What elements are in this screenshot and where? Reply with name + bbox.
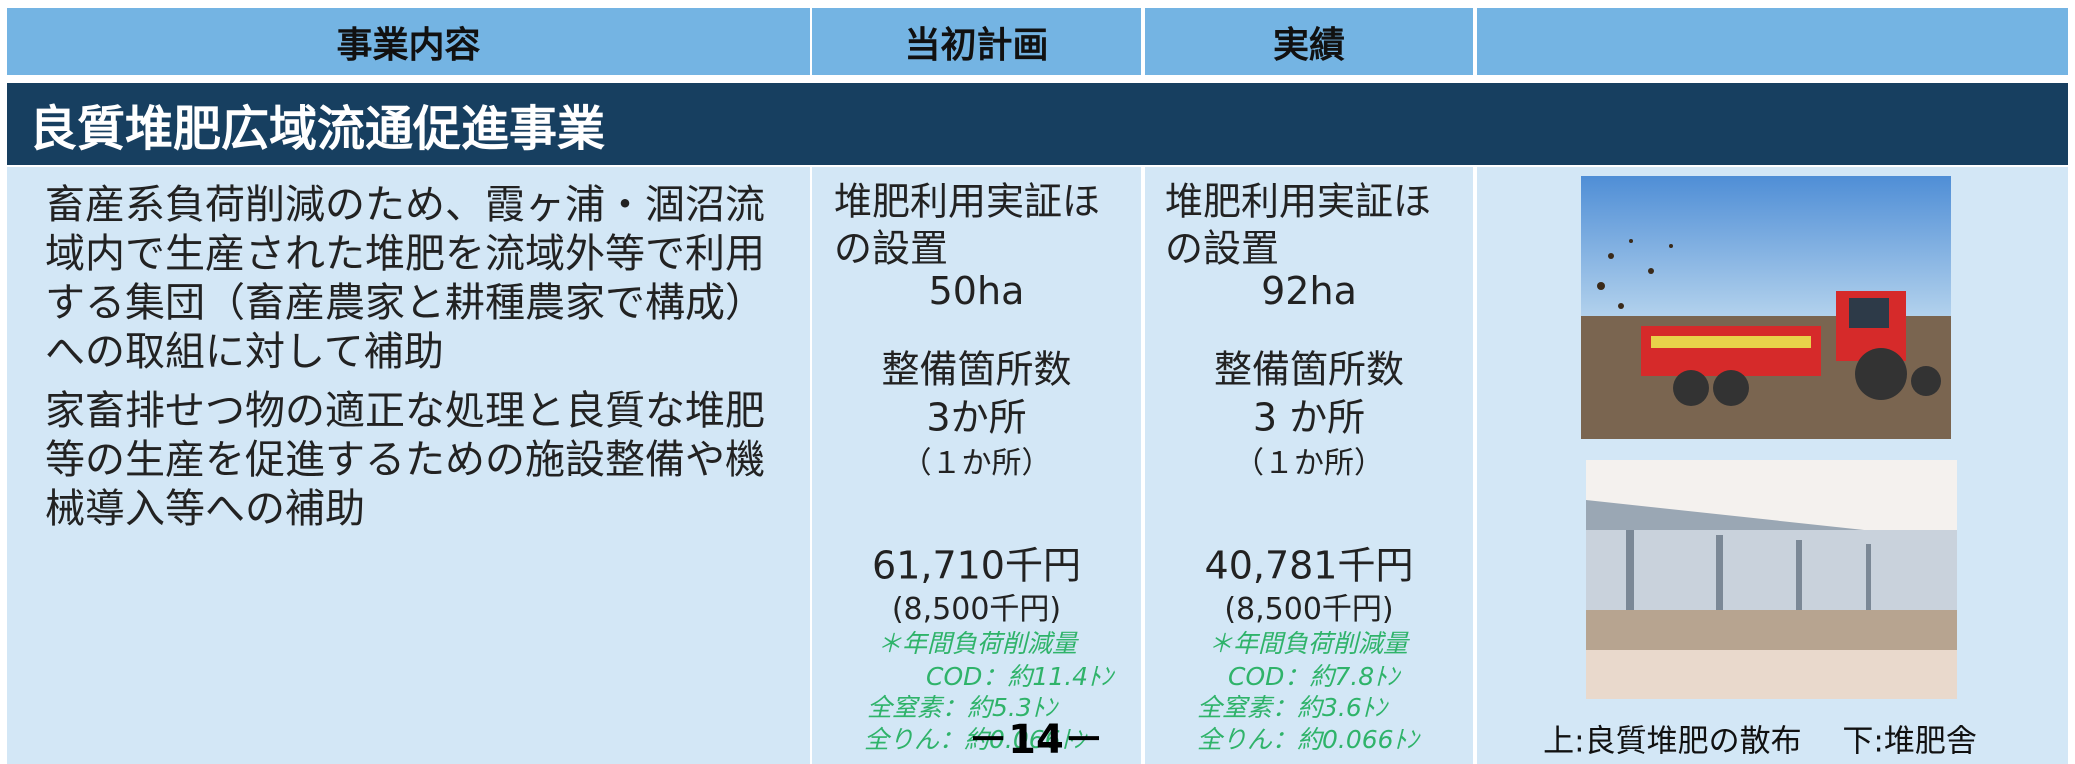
- text: 堆肥利用実証ほ: [834, 179, 1101, 224]
- text: COD：約7.8ﾄﾝ: [1228, 662, 1400, 691]
- text: の設置: [1165, 226, 1280, 271]
- text: 全りん：約0.066ﾄﾝ: [864, 725, 1086, 754]
- text: ＊年間負荷削減量: [1208, 629, 1409, 658]
- text: 全窒素：約3.6ﾄﾝ: [1197, 693, 1387, 722]
- paragraph: 家畜排せつ物の適正な処理と良質な堆肥等の生産を促進するための施設整備や機械導入等…: [45, 388, 765, 532]
- text: (8,500千円): [1224, 592, 1394, 627]
- header-cell: [1477, 8, 2068, 75]
- text: 3か所: [926, 395, 1027, 440]
- section-title: 良質堆肥広域流通促進事業: [7, 83, 2068, 165]
- text: （１か所）: [901, 446, 1052, 481]
- photo-shed: [1586, 460, 1957, 699]
- text: 3 か所: [1252, 395, 1366, 440]
- text: 92ha: [1261, 269, 1357, 313]
- text: 50ha: [928, 269, 1025, 313]
- plan-cell: 堆肥利用実証ほ の設置 50ha 整備箇所数 3か所 （１か所） 61,710千…: [812, 167, 1141, 764]
- paragraph: 畜産系負荷削減のため、霞ヶ浦・涸沼流域内で生産された堆肥を流域外等で利用する集団…: [45, 182, 765, 375]
- page-number: －14－: [968, 717, 1104, 763]
- description-cell: 畜産系負荷削減のため、霞ヶ浦・涸沼流域内で生産された堆肥を流域外等で利用する集団…: [7, 167, 810, 764]
- caption: 上:良質堆肥の散布 下:堆肥舎: [1543, 723, 1977, 760]
- text: 61,710千円: [872, 543, 1081, 588]
- text: ＊年間負荷削減量: [877, 629, 1078, 658]
- text: 整備箇所数: [1213, 347, 1404, 392]
- header-cell: 当初計画: [812, 8, 1141, 75]
- text: （１か所）: [1234, 446, 1384, 481]
- header-cell: 事業内容: [7, 8, 810, 75]
- text: 全りん：約0.066ﾄﾝ: [1197, 725, 1419, 754]
- photo-spreader: [1581, 176, 1951, 439]
- text: 整備箇所数: [881, 347, 1072, 392]
- actual-cell: 堆肥利用実証ほ の設置 92ha 整備箇所数 3 か所 （１か所） 40,781…: [1145, 167, 1473, 764]
- text: 全窒素：約5.3ﾄﾝ: [867, 693, 1057, 722]
- text: 40,781千円: [1204, 543, 1414, 588]
- header-cell: 実績: [1145, 8, 1473, 75]
- text: COD：約11.4ﾄﾝ: [926, 662, 1114, 691]
- text: の設置: [834, 226, 949, 271]
- text: 堆肥利用実証ほ: [1165, 179, 1432, 224]
- text: (8,500千円): [891, 592, 1062, 627]
